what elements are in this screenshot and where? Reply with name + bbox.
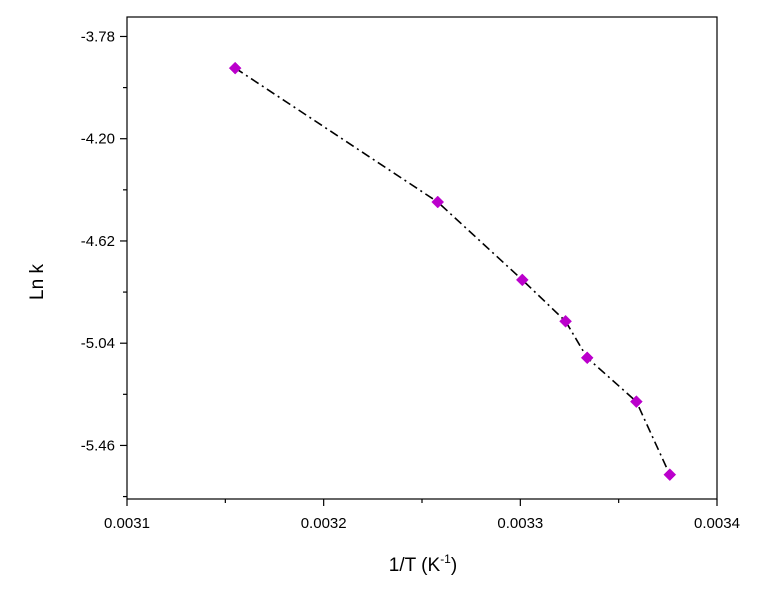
y-axis-title: Ln k [27,264,48,300]
data-point-diamond [228,61,242,75]
x-tick-label: 0.0031 [104,515,150,532]
x-tick-label: 0.0032 [301,515,347,532]
x-tick-label: 0.0034 [694,515,740,532]
y-tick-label: -3.78 [81,28,115,45]
x-axis-title-superscript: -1 [440,552,451,566]
series-line [234,67,671,476]
y-tick-label: -4.20 [81,131,115,148]
x-axis-title: 1/T (K-1) [389,552,457,576]
y-tick-label: -4.62 [81,233,115,250]
x-tick-label: 0.0033 [497,515,543,532]
data-point-diamond [580,351,594,365]
data-point-diamond [663,468,677,482]
plot-frame [126,16,718,500]
data-point-diamond [515,273,529,287]
y-tick-label: -5.46 [81,437,115,454]
data-point-diamond [630,395,643,408]
data-point-diamond [559,314,572,328]
data-point-diamond [431,195,445,209]
y-tick-label: -5.04 [81,335,115,352]
